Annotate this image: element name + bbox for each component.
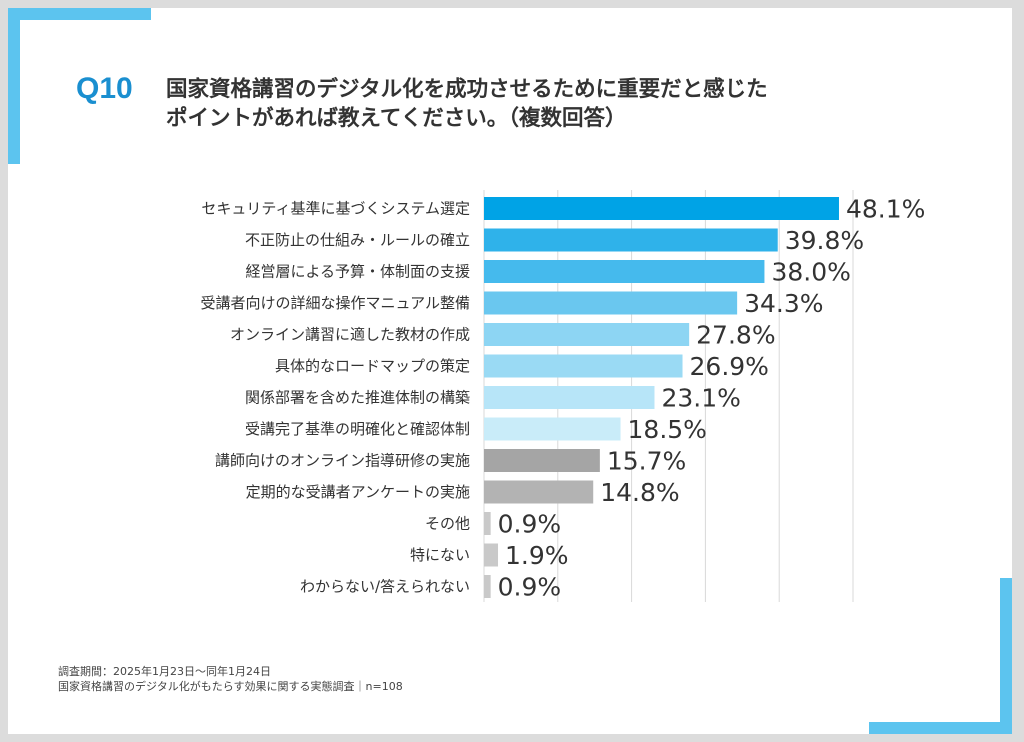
value-label: 1.9% [505, 541, 569, 570]
corner-accent-top-left-horizontal [8, 8, 151, 20]
category-label: オンライン講習に適した教材の作成 [230, 326, 470, 344]
category-label: 関係部署を含めた推進体制の構築 [245, 389, 470, 407]
category-label: 具体的なロードマップの策定 [275, 357, 470, 375]
value-label: 14.8% [600, 478, 679, 507]
bar [484, 386, 655, 409]
category-label: セキュリティ基準に基づくシステム選定 [201, 200, 470, 218]
value-label: 48.1% [846, 195, 925, 224]
bar [484, 260, 765, 283]
survey-period: 調査期間：2025年1月23日～同年1月24日 [58, 665, 271, 678]
bar [484, 512, 491, 535]
value-label: 18.5% [628, 415, 707, 444]
value-label: 0.9% [498, 573, 562, 602]
category-label: 受講者向けの詳細な操作マニュアル整備 [200, 294, 470, 312]
value-label: 27.8% [696, 321, 775, 350]
bar [484, 228, 778, 252]
category-label: 特にない [410, 546, 470, 564]
value-label: 34.3% [744, 289, 823, 318]
bar [484, 354, 683, 378]
value-label: 38.0% [771, 258, 850, 287]
bar [484, 323, 690, 346]
question-title: 国家資格講習のデジタル化を成功させるために重要だと感じた ポイントがあれば教えて… [166, 75, 886, 133]
value-label: 23.1% [661, 384, 740, 413]
survey-source: 国家資格講習のデジタル化がもたらす効果に関する実態調査｜n=108 [58, 680, 403, 693]
value-label: 26.9% [690, 352, 769, 381]
question-title-line-1: 国家資格講習のデジタル化を成功させるために重要だと感じた [166, 77, 768, 102]
bar [484, 575, 491, 598]
corner-accent-bottom-right-horizontal [869, 722, 1012, 734]
bar [484, 197, 839, 220]
category-label: 経営層による予算・体制面の支援 [245, 263, 470, 281]
bar [484, 480, 594, 504]
corner-accent-bottom-right-vertical [1000, 578, 1012, 734]
category-label: 講師向けのオンライン指導研修の実施 [215, 452, 470, 470]
bar [484, 449, 600, 472]
value-label: 15.7% [607, 447, 686, 476]
chart-bars [484, 197, 839, 598]
category-label: 不正防止の仕組み・ルールの確立 [245, 231, 470, 249]
category-label: その他 [425, 515, 470, 533]
bar [484, 417, 621, 441]
question-title-line-2: ポイントがあれば教えてください。（複数回答） [166, 106, 627, 131]
category-label: 定期的な受講者アンケートの実施 [246, 483, 470, 501]
value-label: 39.8% [785, 226, 864, 255]
bar [484, 543, 499, 567]
chart-labels: セキュリティ基準に基づくシステム選定 48.1% 不正防止の仕組み・ルールの確立 39… [200, 195, 925, 602]
category-label: わからない/答えられない [300, 578, 470, 596]
survey-footnote: 調査期間：2025年1月23日～同年1月24日 国家資格講習のデジタル化がもたら… [58, 664, 403, 694]
category-label: 受講完了基準の明確化と確認体制 [245, 420, 470, 438]
value-label: 0.9% [498, 510, 562, 539]
corner-accent-top-left-vertical [8, 8, 20, 164]
bar [484, 291, 738, 315]
question-number: Q10 [76, 72, 133, 105]
